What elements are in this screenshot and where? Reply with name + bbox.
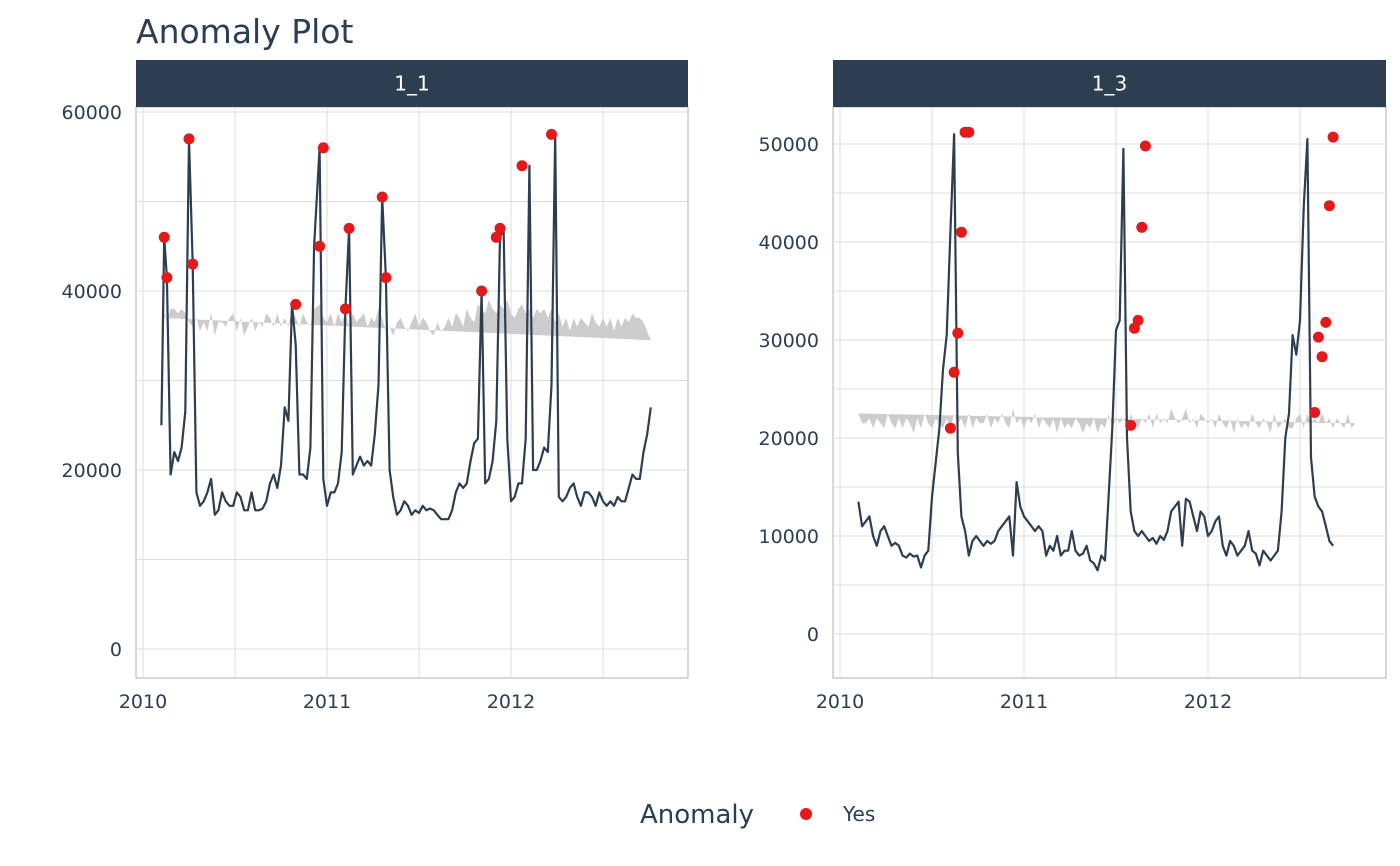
observed-line [857, 133, 1334, 572]
x-tick-label: 2010 [119, 691, 167, 713]
anomaly-point [944, 422, 956, 434]
anomaly-point [1132, 314, 1144, 326]
x-tick-label: 2010 [816, 691, 864, 713]
panel-1-1: 1_1 0 20000 40000 60000 2010 2011 2012 [62, 60, 689, 713]
anomaly-point [1139, 140, 1151, 152]
anomaly-point [158, 231, 170, 243]
y-tick-label: 0 [110, 639, 122, 661]
legend-anomaly-marker [800, 808, 812, 820]
anomaly-point [183, 133, 195, 145]
anomaly-point [546, 128, 557, 140]
anomaly-point [1125, 419, 1137, 431]
y-tick-label: 40000 [62, 281, 122, 303]
anomaly-point [952, 327, 964, 339]
panel-1-3: 1_3 0 10000 20000 30000 40000 50000 2010 2011 201… [759, 60, 1387, 713]
anomaly-point [1316, 351, 1328, 363]
y-tick-label: 20000 [759, 428, 819, 450]
anomaly-point [314, 240, 326, 252]
anomaly-point [476, 285, 488, 297]
facet-strip [833, 60, 1386, 107]
anomaly-point [490, 231, 502, 243]
anomaly-point [1327, 131, 1339, 143]
facet-label: 1_1 [394, 72, 429, 96]
anomaly-point [339, 303, 351, 315]
chart-title: Anomaly Plot [136, 12, 354, 51]
anomaly-point [290, 298, 302, 310]
y-tick-label: 0 [807, 624, 819, 646]
y-tick-label: 40000 [759, 232, 819, 254]
anomaly-point [963, 126, 975, 138]
y-tick-label: 60000 [62, 102, 122, 124]
anomaly-point [1136, 221, 1148, 233]
x-tick-label: 2012 [487, 691, 535, 713]
anomaly-point [1320, 316, 1332, 328]
anomaly-point [1312, 331, 1324, 343]
y-tick-label: 50000 [759, 134, 819, 156]
expected-range-band [161, 299, 651, 341]
y-tick-label: 30000 [759, 330, 819, 352]
anomaly-point [494, 222, 506, 234]
anomaly-point [380, 272, 392, 284]
anomaly-point [161, 272, 173, 284]
plot-area [832, 106, 1387, 679]
facet-label: 1_3 [1092, 72, 1127, 96]
legend: Anomaly Yes [640, 800, 875, 830]
anomaly-point [343, 222, 355, 234]
anomaly-point [376, 191, 388, 203]
y-tick-label: 20000 [62, 460, 122, 482]
x-tick-label: 2012 [1184, 691, 1232, 713]
x-tick-label: 2011 [1000, 691, 1048, 713]
anomaly-point [955, 226, 967, 238]
anomaly-point [1309, 407, 1321, 418]
x-tick-label: 2011 [303, 691, 351, 713]
observed-line [160, 133, 652, 521]
anomaly-point [187, 258, 199, 270]
anomaly-point [317, 142, 329, 154]
anomaly-point [948, 366, 960, 378]
anomaly-point [1323, 200, 1335, 212]
facet-strip [136, 60, 688, 107]
y-tick-label: 10000 [759, 526, 819, 548]
legend-title: Anomaly [640, 800, 754, 830]
plot-area [135, 106, 689, 679]
legend-label-yes: Yes [842, 802, 875, 826]
anomaly-point [516, 160, 528, 172]
